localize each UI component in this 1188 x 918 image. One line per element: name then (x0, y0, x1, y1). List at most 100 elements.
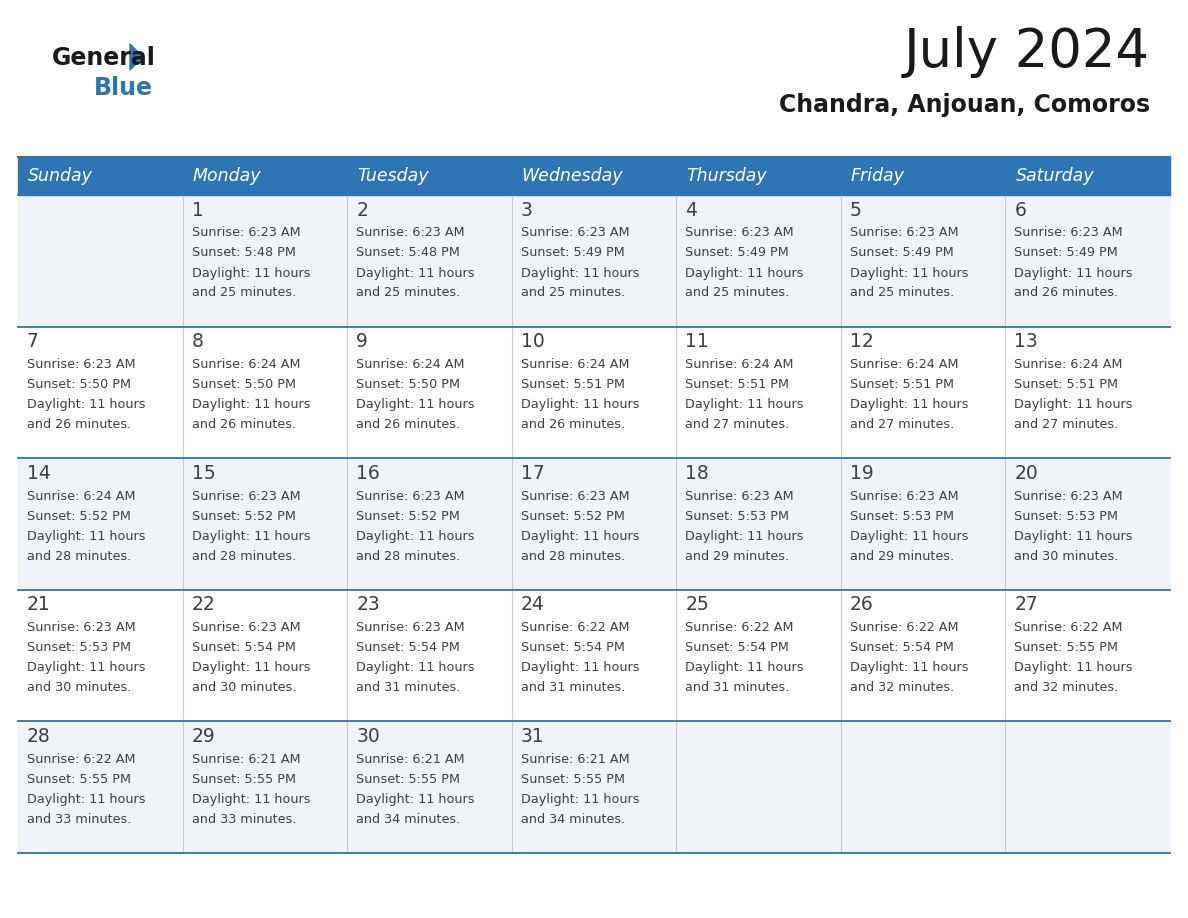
Text: 5: 5 (849, 200, 861, 219)
Text: Sunrise: 6:21 AM: Sunrise: 6:21 AM (520, 753, 630, 766)
Text: 19: 19 (849, 464, 873, 483)
Text: Sunrise: 6:22 AM: Sunrise: 6:22 AM (1015, 621, 1123, 634)
Text: 14: 14 (27, 464, 51, 483)
Text: 26: 26 (849, 595, 873, 614)
Text: 21: 21 (27, 595, 51, 614)
Text: Thursday: Thursday (687, 167, 767, 185)
Bar (18, 195, 1170, 327)
Text: 31: 31 (520, 727, 544, 746)
Text: 29: 29 (191, 727, 215, 746)
Text: and 27 minutes.: and 27 minutes. (685, 418, 790, 431)
Text: and 28 minutes.: and 28 minutes. (27, 550, 131, 563)
Text: Daylight: 11 hours: Daylight: 11 hours (685, 398, 804, 411)
Text: Sunday: Sunday (29, 167, 93, 185)
Text: Sunset: 5:53 PM: Sunset: 5:53 PM (849, 509, 954, 522)
Text: Sunrise: 6:23 AM: Sunrise: 6:23 AM (191, 621, 301, 634)
Text: 1: 1 (191, 200, 203, 219)
Text: Sunset: 5:55 PM: Sunset: 5:55 PM (1015, 642, 1118, 655)
Text: Daylight: 11 hours: Daylight: 11 hours (1015, 398, 1133, 411)
Text: Daylight: 11 hours: Daylight: 11 hours (27, 530, 145, 543)
Text: Sunrise: 6:22 AM: Sunrise: 6:22 AM (27, 753, 135, 766)
Text: Sunrise: 6:24 AM: Sunrise: 6:24 AM (27, 489, 135, 503)
Text: Sunset: 5:52 PM: Sunset: 5:52 PM (520, 509, 625, 522)
Text: Sunset: 5:50 PM: Sunset: 5:50 PM (191, 378, 296, 391)
Text: 20: 20 (1015, 464, 1038, 483)
Text: and 30 minutes.: and 30 minutes. (191, 681, 296, 694)
Text: Tuesday: Tuesday (358, 167, 429, 185)
Text: Sunset: 5:53 PM: Sunset: 5:53 PM (685, 509, 789, 522)
Text: Sunrise: 6:24 AM: Sunrise: 6:24 AM (520, 358, 630, 371)
Text: 22: 22 (191, 595, 215, 614)
Text: and 33 minutes.: and 33 minutes. (27, 813, 132, 826)
Text: Daylight: 11 hours: Daylight: 11 hours (27, 793, 145, 806)
Text: Daylight: 11 hours: Daylight: 11 hours (849, 266, 968, 279)
Text: and 30 minutes.: and 30 minutes. (1015, 550, 1119, 563)
Text: Daylight: 11 hours: Daylight: 11 hours (356, 793, 475, 806)
Text: 11: 11 (685, 332, 709, 351)
Text: Daylight: 11 hours: Daylight: 11 hours (27, 398, 145, 411)
Text: Sunrise: 6:22 AM: Sunrise: 6:22 AM (520, 621, 630, 634)
Text: Sunset: 5:48 PM: Sunset: 5:48 PM (356, 247, 460, 260)
Text: and 32 minutes.: and 32 minutes. (1015, 681, 1119, 694)
Text: Daylight: 11 hours: Daylight: 11 hours (191, 398, 310, 411)
Text: Sunset: 5:52 PM: Sunset: 5:52 PM (356, 509, 460, 522)
Text: Sunrise: 6:23 AM: Sunrise: 6:23 AM (849, 227, 959, 240)
Text: 9: 9 (356, 332, 368, 351)
Text: Daylight: 11 hours: Daylight: 11 hours (520, 793, 639, 806)
Bar (18, 157, 1170, 195)
Text: Daylight: 11 hours: Daylight: 11 hours (849, 661, 968, 675)
Text: and 34 minutes.: and 34 minutes. (356, 813, 461, 826)
Text: Daylight: 11 hours: Daylight: 11 hours (356, 398, 475, 411)
Text: Sunset: 5:53 PM: Sunset: 5:53 PM (27, 642, 131, 655)
Text: 7: 7 (27, 332, 39, 351)
Text: 23: 23 (356, 595, 380, 614)
Text: July 2024: July 2024 (904, 26, 1150, 78)
Text: Sunrise: 6:23 AM: Sunrise: 6:23 AM (191, 227, 301, 240)
Text: and 32 minutes.: and 32 minutes. (849, 681, 954, 694)
Text: 27: 27 (1015, 595, 1038, 614)
Text: Sunrise: 6:22 AM: Sunrise: 6:22 AM (685, 621, 794, 634)
Text: Sunset: 5:51 PM: Sunset: 5:51 PM (520, 378, 625, 391)
Text: and 25 minutes.: and 25 minutes. (356, 286, 461, 299)
Text: Sunset: 5:55 PM: Sunset: 5:55 PM (27, 773, 131, 786)
Text: and 30 minutes.: and 30 minutes. (27, 681, 132, 694)
Text: Sunrise: 6:23 AM: Sunrise: 6:23 AM (191, 489, 301, 503)
Text: Daylight: 11 hours: Daylight: 11 hours (520, 530, 639, 543)
Text: Sunrise: 6:23 AM: Sunrise: 6:23 AM (356, 227, 465, 240)
Text: Daylight: 11 hours: Daylight: 11 hours (191, 793, 310, 806)
Text: Daylight: 11 hours: Daylight: 11 hours (356, 661, 475, 675)
Text: and 27 minutes.: and 27 minutes. (849, 418, 954, 431)
Text: Daylight: 11 hours: Daylight: 11 hours (191, 530, 310, 543)
Text: Sunset: 5:49 PM: Sunset: 5:49 PM (849, 247, 954, 260)
Text: Daylight: 11 hours: Daylight: 11 hours (1015, 661, 1133, 675)
Text: Sunset: 5:50 PM: Sunset: 5:50 PM (356, 378, 460, 391)
Text: and 27 minutes.: and 27 minutes. (1015, 418, 1119, 431)
Text: and 28 minutes.: and 28 minutes. (356, 550, 461, 563)
Text: Sunrise: 6:23 AM: Sunrise: 6:23 AM (685, 489, 794, 503)
Text: Blue: Blue (94, 76, 153, 100)
Text: Sunset: 5:49 PM: Sunset: 5:49 PM (520, 247, 625, 260)
Text: 2: 2 (356, 200, 368, 219)
Text: Sunrise: 6:23 AM: Sunrise: 6:23 AM (1015, 489, 1123, 503)
Text: and 26 minutes.: and 26 minutes. (520, 418, 625, 431)
Text: and 29 minutes.: and 29 minutes. (685, 550, 789, 563)
Text: Sunrise: 6:24 AM: Sunrise: 6:24 AM (849, 358, 959, 371)
Text: 28: 28 (27, 727, 51, 746)
Text: 3: 3 (520, 200, 532, 219)
Text: and 26 minutes.: and 26 minutes. (27, 418, 131, 431)
Text: Sunrise: 6:24 AM: Sunrise: 6:24 AM (685, 358, 794, 371)
Text: Monday: Monday (192, 167, 261, 185)
Text: Sunrise: 6:23 AM: Sunrise: 6:23 AM (356, 489, 465, 503)
Text: Sunrise: 6:24 AM: Sunrise: 6:24 AM (356, 358, 465, 371)
Text: Sunrise: 6:23 AM: Sunrise: 6:23 AM (849, 489, 959, 503)
Text: Daylight: 11 hours: Daylight: 11 hours (685, 266, 804, 279)
Text: Sunset: 5:51 PM: Sunset: 5:51 PM (849, 378, 954, 391)
Text: 16: 16 (356, 464, 380, 483)
Text: General: General (52, 46, 156, 70)
Text: Sunset: 5:55 PM: Sunset: 5:55 PM (520, 773, 625, 786)
Text: and 34 minutes.: and 34 minutes. (520, 813, 625, 826)
Text: 24: 24 (520, 595, 544, 614)
Text: 15: 15 (191, 464, 215, 483)
Text: and 28 minutes.: and 28 minutes. (191, 550, 296, 563)
Text: Daylight: 11 hours: Daylight: 11 hours (1015, 266, 1133, 279)
